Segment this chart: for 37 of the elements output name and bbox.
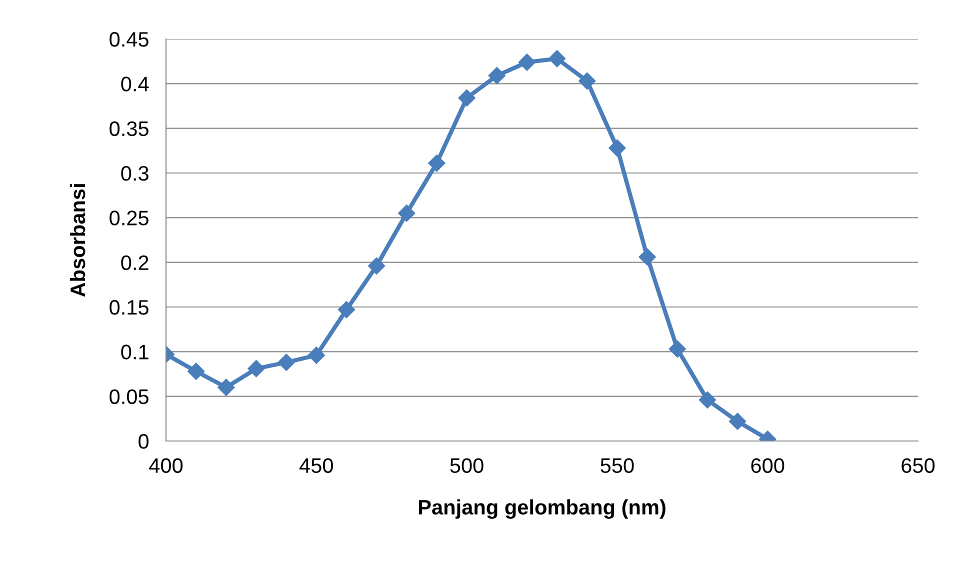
x-tick-label: 400	[149, 458, 183, 473]
point	[608, 139, 626, 157]
point	[638, 248, 656, 266]
y-tick-label: 0.15	[110, 300, 148, 315]
point	[578, 72, 596, 90]
point	[428, 154, 446, 172]
y-tick-label: 0.25	[110, 210, 148, 226]
point	[668, 340, 686, 358]
point	[488, 67, 506, 84]
x-tick-label: 550	[600, 458, 634, 473]
y-tick-label: 0.3	[121, 166, 148, 181]
y-tick-label: 0.35	[110, 121, 148, 136]
x-axis-title: Panjang gelombang (nm)	[418, 499, 666, 519]
y-tick-label: 0.4	[121, 76, 149, 92]
x-tick-label: 500	[450, 458, 484, 473]
x-tick-label: 650	[902, 458, 935, 473]
y-axis-title: Absorbansi	[70, 184, 86, 297]
y-tick-label: 0.2	[121, 255, 148, 270]
point	[188, 362, 205, 380]
point	[368, 257, 386, 274]
point	[518, 54, 536, 71]
y-tick-label: 0.1	[121, 344, 148, 360]
x-tick-label: 600	[751, 458, 784, 473]
point	[548, 50, 566, 68]
point	[218, 378, 235, 396]
y-tick-label: 0.05	[110, 389, 148, 404]
point	[278, 354, 295, 371]
point	[338, 301, 356, 318]
point	[248, 360, 265, 378]
y-tick-label: 0.45	[110, 32, 148, 47]
y-tick-label: 0	[138, 434, 149, 449]
x-tick-label: 450	[300, 458, 333, 473]
point	[698, 391, 716, 408]
point	[458, 89, 476, 107]
point	[398, 204, 416, 222]
point	[728, 412, 746, 430]
point	[308, 346, 325, 364]
